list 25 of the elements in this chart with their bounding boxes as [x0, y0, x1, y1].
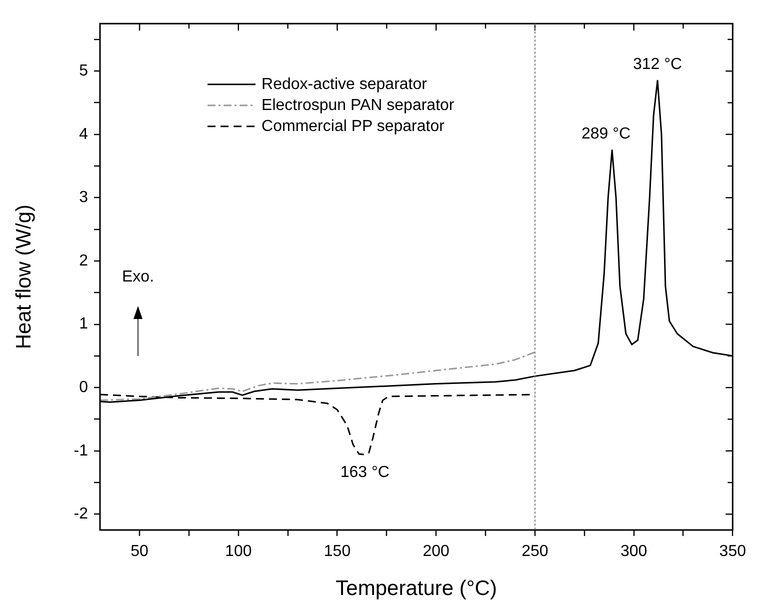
legend-label: Redox-active separator: [262, 76, 428, 93]
y-axis-title: Heat flow (W/g): [12, 204, 36, 350]
y-tick-label: 1: [79, 316, 88, 333]
y-tick-label: 2: [79, 252, 88, 270]
legend-label: Electrospun PAN separator: [262, 96, 455, 114]
x-tick-label: 150: [324, 543, 351, 560]
annotation: 312 °C: [632, 56, 682, 73]
y-tick-label: 4: [79, 126, 88, 143]
x-tick-label: 300: [620, 543, 648, 560]
x-tick-label: 250: [522, 543, 548, 560]
y-tick-label: 0: [79, 378, 88, 396]
y-tick-label: 3: [79, 189, 88, 206]
annotation: 163 °C: [340, 464, 390, 482]
y-tick-label: -2: [74, 506, 88, 523]
y-tick-label: 5: [79, 62, 88, 80]
annotation: Exo.: [122, 268, 154, 286]
annotation: 289 °C: [582, 126, 631, 143]
x-tick-label: 200: [422, 543, 450, 560]
y-tick-label: -1: [74, 442, 88, 460]
x-tick-label: 50: [130, 543, 149, 560]
x-axis-title: Temperature (°C): [336, 577, 497, 600]
x-tick-label: 350: [719, 543, 746, 560]
legend-label: Commercial PP separator: [262, 118, 446, 135]
x-tick-label: 100: [225, 543, 252, 560]
line-series: [100, 351, 536, 401]
